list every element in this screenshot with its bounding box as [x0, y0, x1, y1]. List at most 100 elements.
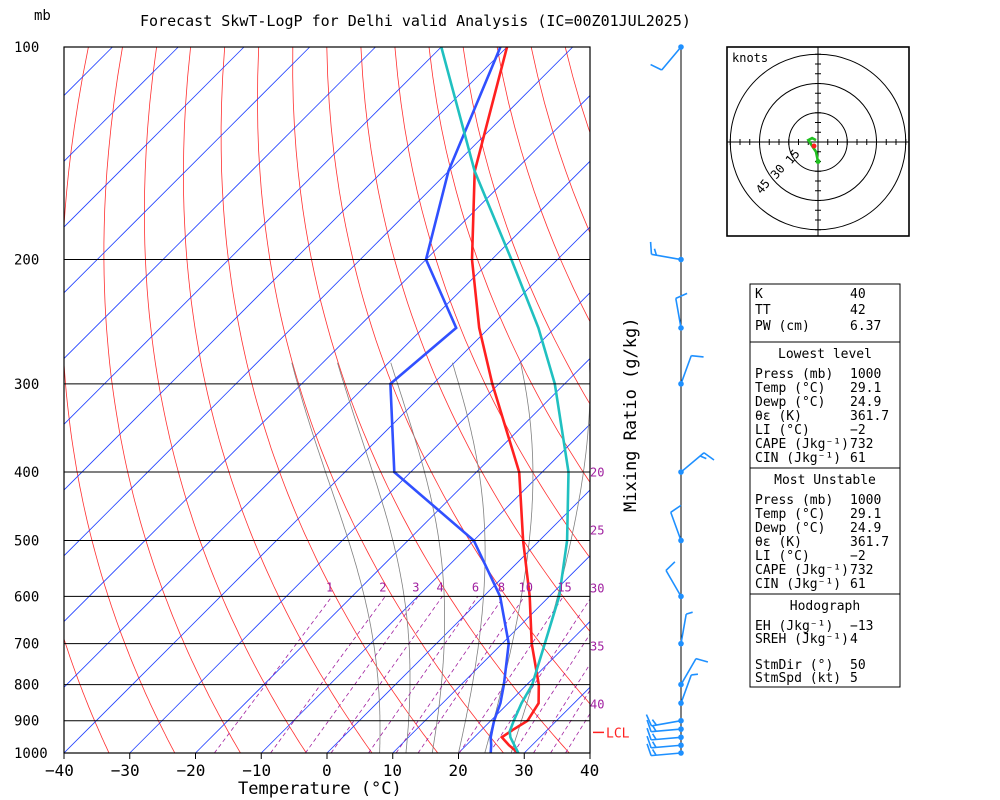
storm-motion-marker [811, 143, 817, 149]
mixing-ratio-label: 1 [326, 580, 333, 594]
mixing-ratio-line [565, 712, 590, 753]
mixing-ratio-line [533, 663, 590, 753]
wind-barb [678, 673, 699, 706]
lowest-level-table-label: θε (K) [755, 409, 802, 424]
barb-feather [695, 657, 709, 663]
barb-feather [646, 719, 652, 732]
wind-barb [646, 719, 684, 733]
isotherm [64, 47, 574, 557]
barb-feather [703, 452, 715, 461]
x-tick-label: −30 [111, 761, 140, 780]
most-unstable-table [749, 467, 901, 595]
dry-adiabat [428, 47, 590, 484]
x-tick-label: −10 [242, 761, 271, 780]
mixing-ratio-label: 15 [557, 580, 571, 594]
hodograph-stats-table [749, 593, 901, 688]
dry-adiabat [360, 47, 590, 633]
lowest-level-table-value: 61 [850, 451, 866, 466]
lowest-level-table-value: 1000 [850, 367, 881, 382]
barb-shaft [661, 46, 682, 71]
most-unstable-table-label: Temp (°C) [755, 507, 825, 522]
chart-title: Forecast SkwT-LogP for Delhi valid Analy… [140, 12, 691, 30]
isotherm [260, 423, 590, 753]
barb-shaft [680, 658, 697, 685]
barb-feather [646, 735, 652, 749]
wind-barb [645, 714, 684, 727]
wind-barbs [645, 44, 715, 757]
dry-adiabat [103, 47, 241, 753]
mixing-ratio-axis-label: Mixing Ratio (g/kg) [621, 318, 641, 512]
hodograph-stats-table-value: 50 [850, 658, 866, 673]
barb-shaft [675, 298, 682, 329]
lowest-level-table-label: Press (mb) [755, 367, 833, 382]
isotherm [129, 292, 590, 753]
wind-barb [678, 452, 715, 475]
x-tick-label: 30 [514, 761, 533, 780]
hodograph-stats-table-label: SREH (Jkg⁻¹) [755, 632, 849, 647]
hodograph-start [815, 159, 821, 164]
barb-shaft [680, 355, 693, 385]
mixing-ratio-line [368, 596, 479, 753]
mixing-ratio-label: 35 [590, 639, 604, 653]
dry-adiabat [143, 47, 307, 753]
most-unstable-table-label: CIN (Jkg⁻¹) [755, 577, 841, 592]
mixing-ratio-label: 6 [472, 580, 479, 594]
pressure-label: 700 [14, 637, 39, 653]
hodograph-stats-table-label: EH (Jkg⁻¹) [755, 619, 833, 634]
wind-barb [678, 354, 704, 387]
barb-feather [699, 455, 707, 460]
x-tick-label: 40 [580, 761, 599, 780]
pressure-label: 1000 [14, 746, 48, 762]
barb-feather [691, 354, 704, 358]
profile-dewpoint [389, 47, 511, 753]
dry-adiabat [974, 47, 1000, 753]
lowest-level-table-label: LI (°C) [755, 423, 810, 438]
most-unstable-table-label: CAPE (Jkg⁻¹) [755, 563, 849, 578]
barb-feather [651, 741, 657, 748]
wind-barb [649, 241, 684, 263]
mixing-ratio-line [214, 596, 333, 753]
isotherm [64, 47, 442, 425]
lowest-level-table-label: Temp (°C) [755, 381, 825, 396]
isotherm [64, 47, 245, 228]
most-unstable-table-value: 732 [850, 563, 873, 578]
most-unstable-table-label: Dewp (°C) [755, 521, 825, 536]
mixing-ratio-line [489, 598, 590, 753]
mixing-ratio-label: 40 [590, 697, 604, 711]
barb-shaft [680, 613, 687, 644]
most-unstable-table-label: LI (°C) [755, 549, 810, 564]
pressure-label: 600 [14, 589, 39, 605]
pressure-label: 800 [14, 678, 39, 694]
barb-dot [678, 325, 684, 331]
most-unstable-table-label: θε (K) [755, 535, 802, 550]
mixing-ratio-label: 4 [436, 580, 443, 594]
hodograph-stats-table-label: StmDir (°) [755, 658, 833, 673]
mixing-ratio-label: 25 [590, 523, 604, 537]
hodograph-stats-table-header: Hodograph [790, 599, 860, 614]
hodograph-trace [806, 136, 820, 162]
moist-adiabat [510, 362, 590, 753]
wind-barb [646, 727, 684, 741]
wind-barb [646, 743, 684, 757]
isotherm [64, 94, 590, 623]
barb-feather [651, 719, 658, 726]
barb-feather [670, 504, 682, 513]
mixing-ratio-line [550, 689, 590, 753]
isotherm [392, 555, 590, 753]
dry-adiabat [326, 47, 590, 705]
dry-adiabat [220, 47, 439, 753]
dry-adiabat [182, 47, 373, 753]
indices-table-label: PW (cm) [755, 319, 810, 334]
isotherm [64, 47, 376, 360]
wind-barb [665, 561, 684, 600]
mixing-ratio-line [270, 596, 386, 753]
most-unstable-table-header: Most Unstable [774, 473, 876, 488]
mixing-ratio-line [513, 633, 590, 753]
barb-shaft [669, 512, 682, 541]
wind-barb [646, 735, 684, 749]
isotherm [195, 357, 590, 753]
barb-dot [678, 256, 684, 263]
mixing-ratio-label: 2 [379, 580, 386, 594]
